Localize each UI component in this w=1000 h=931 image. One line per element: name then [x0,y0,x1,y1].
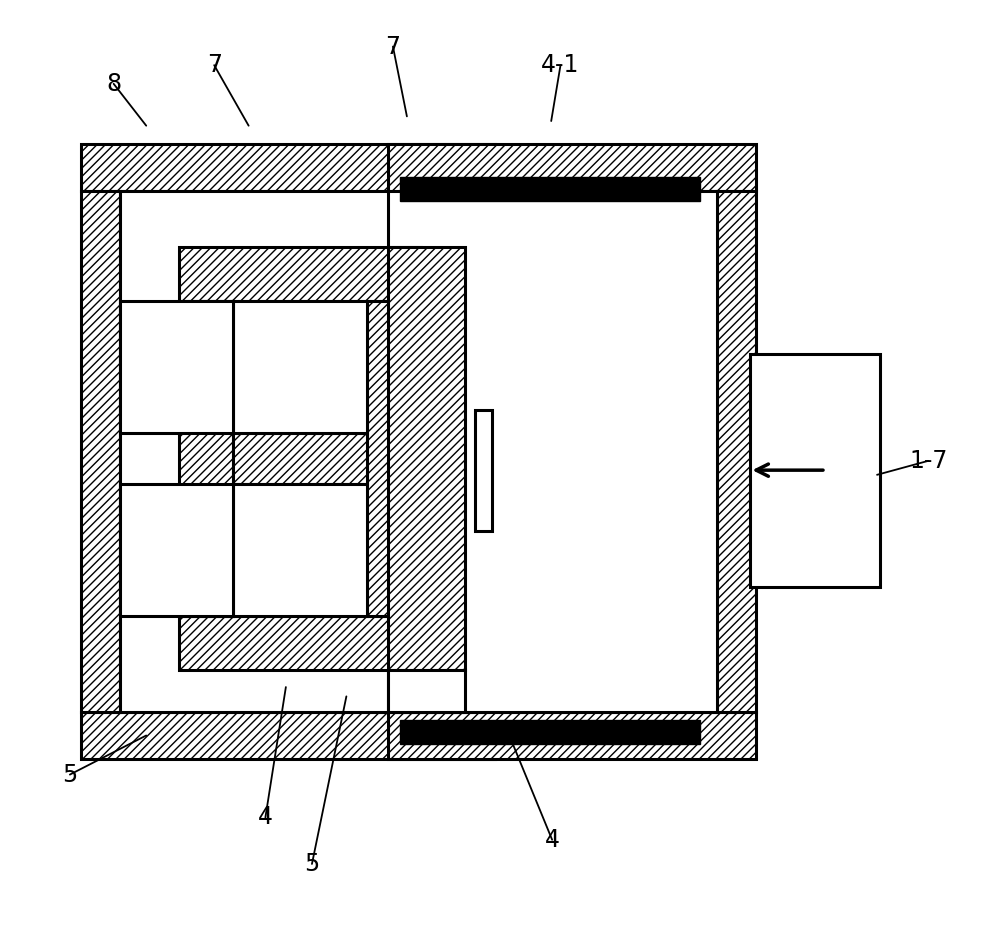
Bar [233,301,367,433]
Bar [400,720,700,744]
Text: 4: 4 [545,828,560,852]
Bar [388,144,756,191]
Bar [750,354,880,587]
Bar [120,301,233,433]
Bar [388,191,717,712]
Text: 1-7: 1-7 [909,449,947,473]
Bar [120,484,233,616]
Text: 5: 5 [62,762,78,787]
Bar [400,177,700,201]
Bar [367,301,421,616]
Bar [179,616,421,670]
Bar [81,191,120,712]
Text: 8: 8 [106,72,121,96]
Bar [81,144,495,191]
Bar [233,484,367,616]
Bar [120,191,495,712]
Bar [233,433,367,484]
Bar [388,247,465,670]
Bar [81,712,495,759]
Bar [475,410,492,531]
Text: 7: 7 [385,34,400,59]
Text: 7: 7 [207,53,222,77]
Bar [179,301,233,616]
Bar [388,712,756,759]
Text: 4: 4 [258,805,273,830]
Bar [179,247,421,301]
Bar [388,670,465,712]
Text: 4-1: 4-1 [541,53,580,77]
Text: 5: 5 [304,852,320,876]
Bar [717,191,756,712]
